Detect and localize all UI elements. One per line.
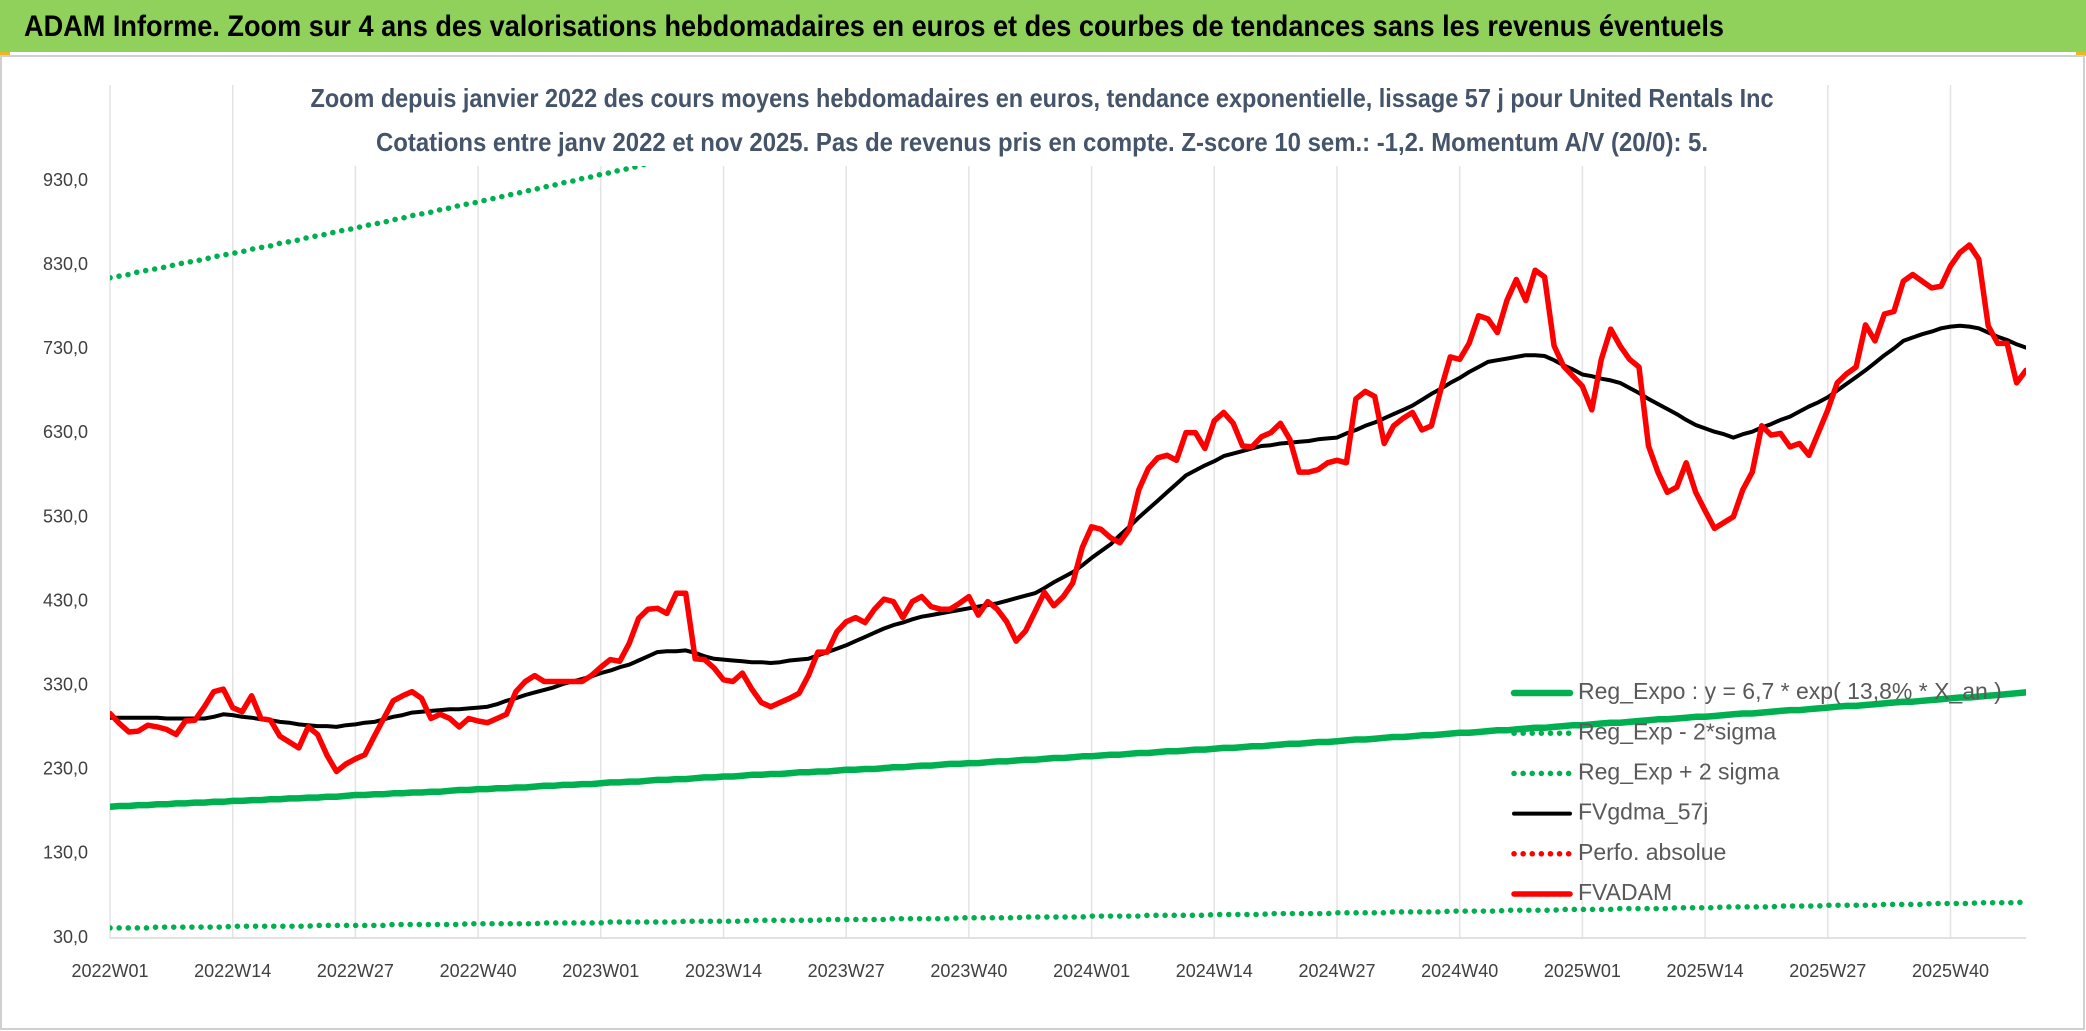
x-tick-label: 2023W01	[562, 961, 639, 981]
corner-mark	[0, 52, 10, 56]
header-title: ADAM Informe. Zoom sur 4 ans des valoris…	[24, 10, 1724, 43]
x-tick-label: 2022W14	[194, 961, 271, 981]
title-box	[290, 78, 1790, 166]
y-tick-label: 830,0	[43, 254, 88, 274]
x-tick-label: 2025W14	[1667, 961, 1744, 981]
y-tick-label: 230,0	[43, 759, 88, 779]
x-tick-label: 2022W01	[71, 961, 148, 981]
legend-label: FVADAM	[1578, 879, 1672, 905]
y-tick-label: 130,0	[43, 843, 88, 863]
y-tick-label: 930,0	[43, 170, 88, 190]
x-tick-label: 2024W01	[1053, 961, 1130, 981]
series-line	[110, 899, 2026, 931]
series-line	[110, 97, 942, 281]
chart-subtitle: Cotations entre janv 2022 et nov 2025. P…	[376, 127, 1708, 157]
corner-mark	[2076, 52, 2086, 56]
legend-label: FVgdma_57j	[1578, 799, 1708, 825]
y-tick-label: 30,0	[53, 927, 88, 947]
legend-label: Perfo. absolue	[1578, 839, 1726, 865]
header-band	[0, 0, 2086, 52]
x-tick-label: 2025W27	[1789, 961, 1866, 981]
x-tick-label: 2022W27	[317, 961, 394, 981]
legend-label: Reg_Exp - 2*sigma	[1578, 718, 1776, 744]
y-tick-label: 430,0	[43, 590, 88, 610]
x-tick-label: 2023W14	[685, 961, 762, 981]
x-tick-label: 2024W27	[1298, 961, 1375, 981]
y-tick-label: 330,0	[43, 674, 88, 694]
x-tick-label: 2025W40	[1912, 961, 1989, 981]
x-tick-label: 2024W40	[1421, 961, 1498, 981]
legend-label: Reg_Exp + 2 sigma	[1578, 758, 1780, 784]
y-tick-label: 630,0	[43, 422, 88, 442]
series-line	[110, 689, 2026, 811]
chart-title: Zoom depuis janvier 2022 des cours moyen…	[311, 83, 1774, 113]
x-tick-label: 2022W40	[440, 961, 517, 981]
x-tick-label: 2024W14	[1176, 961, 1253, 981]
legend-label: Reg_Expo : y = 6,7 * exp( 13,8% * X_an )	[1578, 678, 2002, 704]
series-line	[110, 242, 2026, 775]
x-tick-label: 2023W27	[808, 961, 885, 981]
chart-frame	[0, 55, 2085, 1030]
y-tick-label: 730,0	[43, 338, 88, 358]
y-tick-label: 530,0	[43, 506, 88, 526]
x-tick-label: 2025W01	[1544, 961, 1621, 981]
x-tick-label: 2023W40	[930, 961, 1007, 981]
